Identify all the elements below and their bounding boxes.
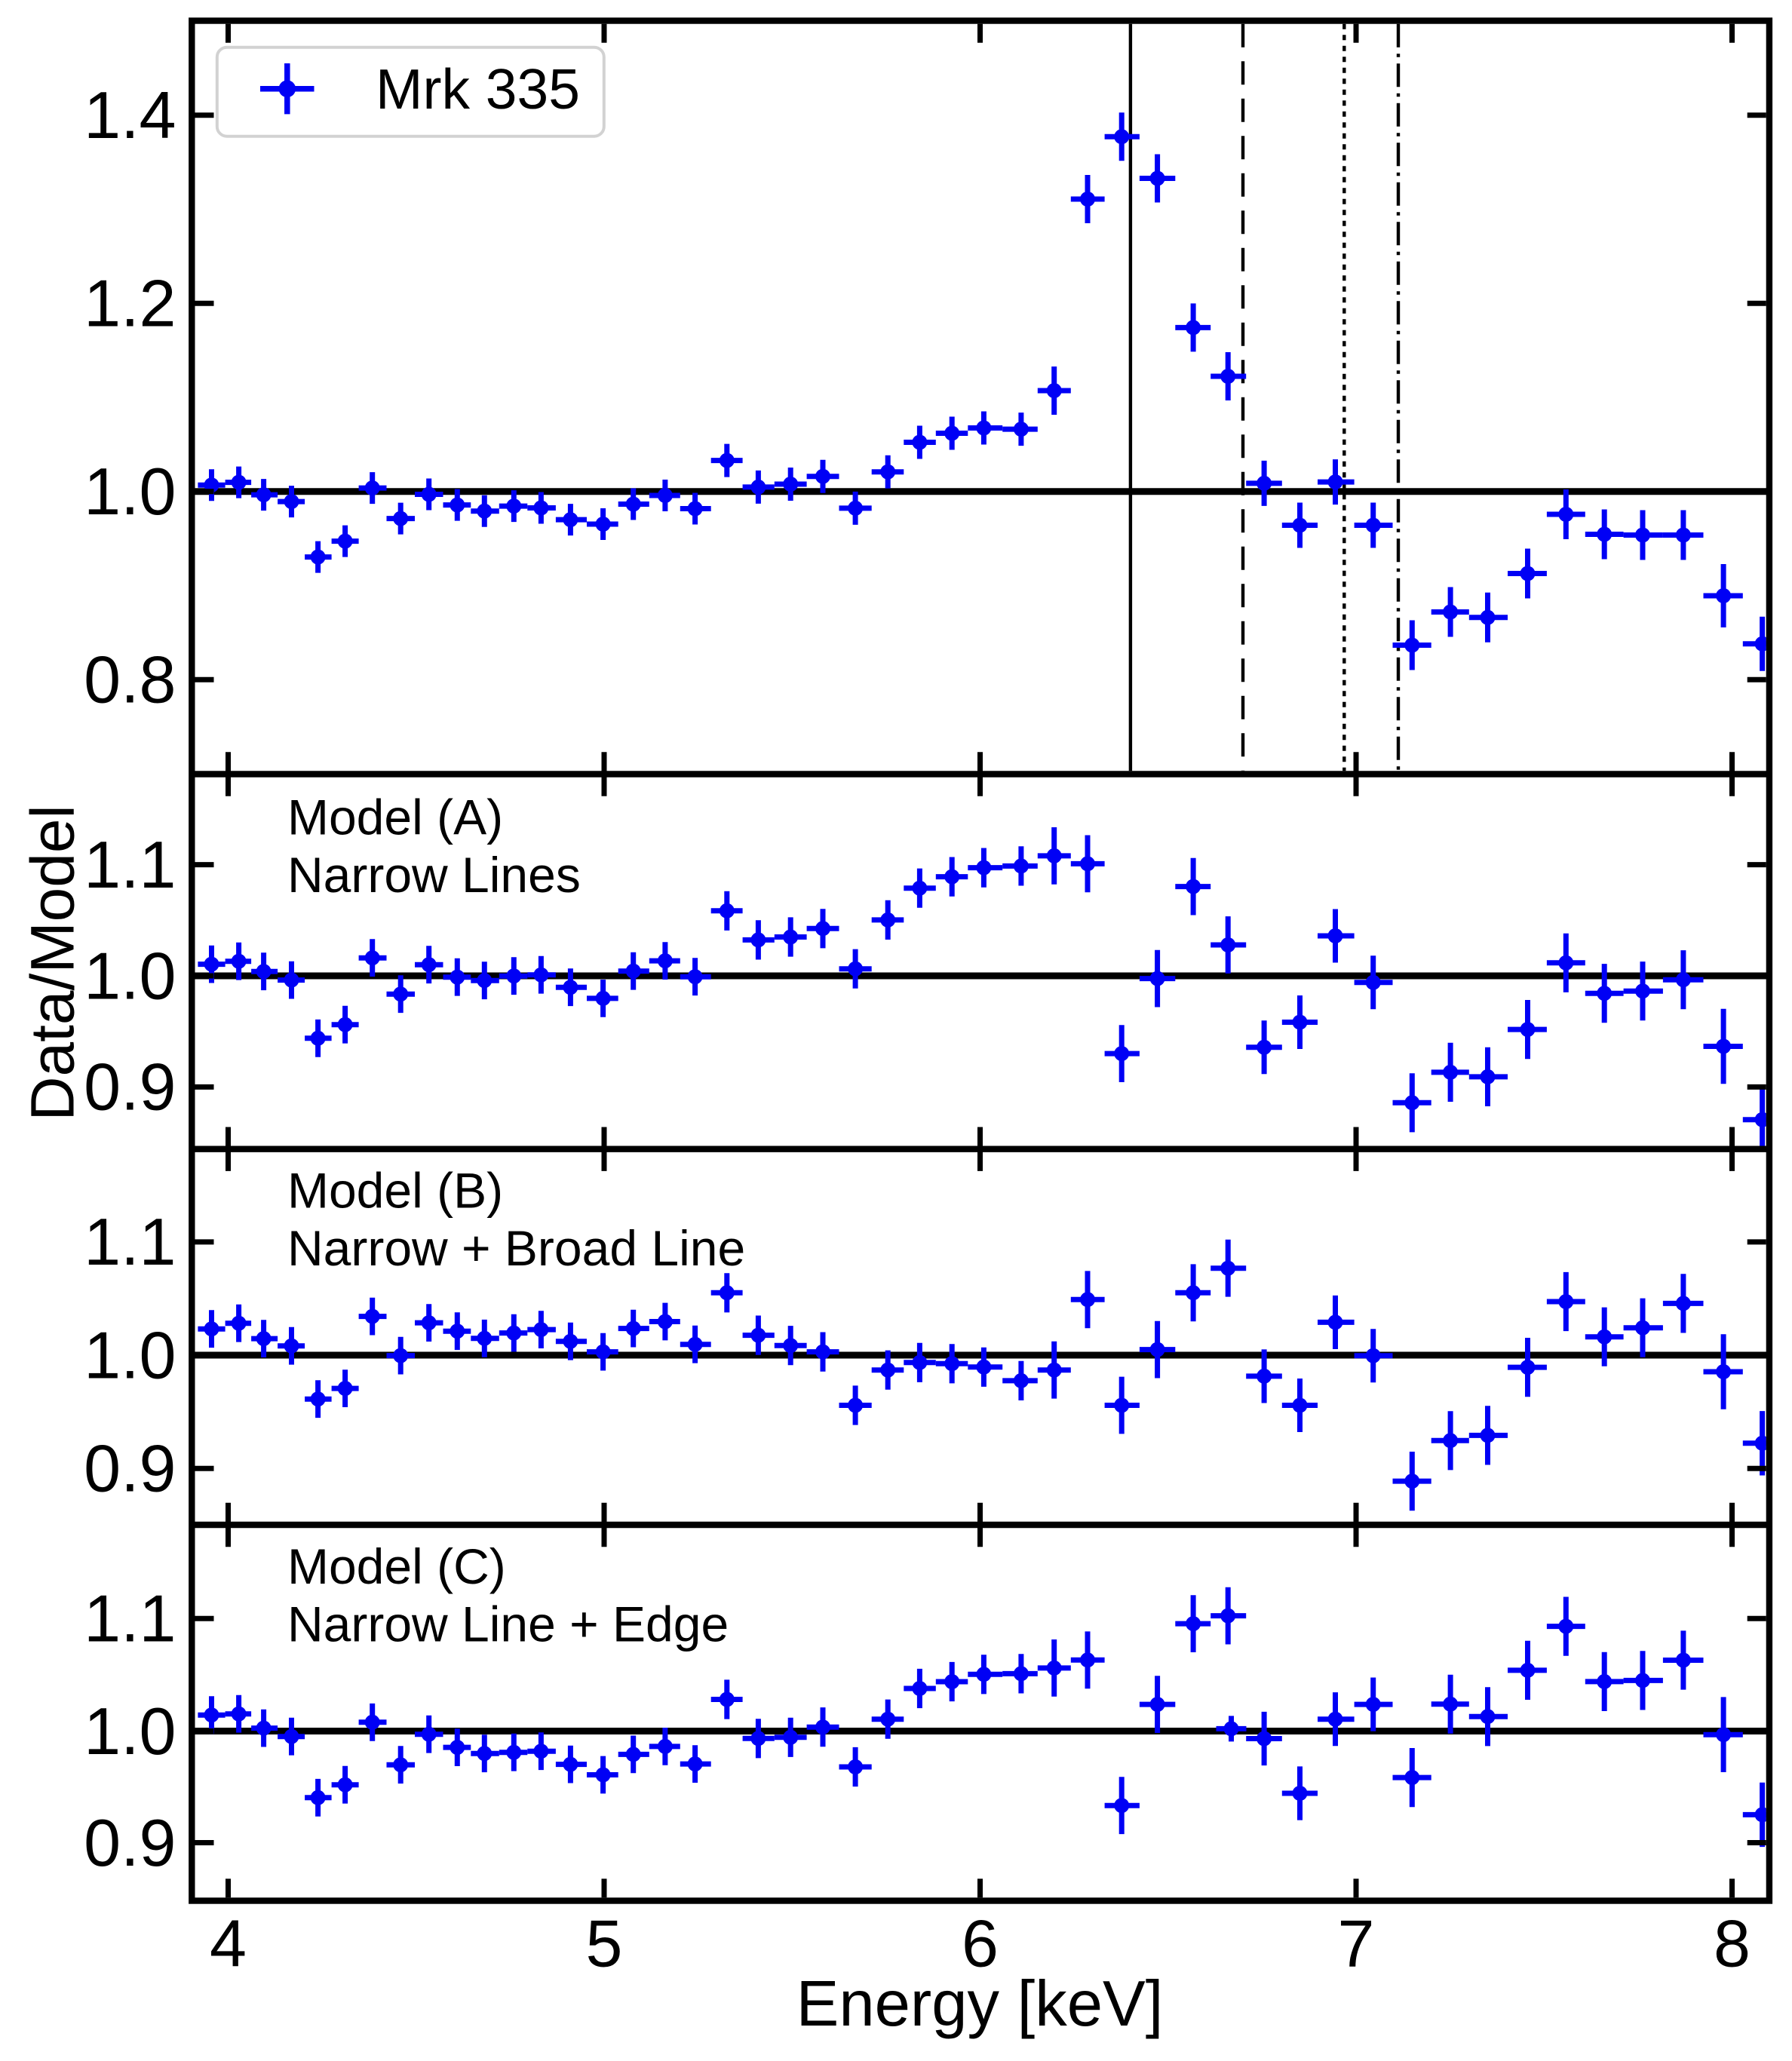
svg-text:1.0: 1.0 (84, 1694, 176, 1768)
svg-text:6: 6 (962, 1906, 999, 1981)
svg-text:Data/Model: Data/Model (19, 805, 87, 1121)
svg-text:1.0: 1.0 (84, 454, 176, 529)
svg-text:Narrow Line + Edge: Narrow Line + Edge (287, 1596, 729, 1652)
svg-text:8: 8 (1714, 1906, 1751, 1981)
svg-text:7: 7 (1338, 1906, 1375, 1981)
svg-text:0.8: 0.8 (84, 643, 176, 717)
svg-text:1.1: 1.1 (84, 1581, 176, 1656)
svg-text:Model (A): Model (A) (287, 790, 503, 845)
svg-text:1.1: 1.1 (84, 827, 176, 902)
svg-text:1.4: 1.4 (84, 78, 176, 152)
svg-text:0.9: 0.9 (84, 1050, 176, 1124)
svg-text:1.0: 1.0 (84, 938, 176, 1013)
svg-text:0.9: 0.9 (84, 1805, 176, 1880)
svg-text:Mrk 335: Mrk 335 (376, 57, 580, 121)
svg-text:4: 4 (210, 1906, 247, 1981)
svg-text:Narrow + Broad Line: Narrow + Broad Line (287, 1220, 745, 1276)
svg-text:Model (B): Model (B) (287, 1163, 503, 1219)
svg-text:1.0: 1.0 (84, 1317, 176, 1392)
svg-text:Narrow Lines: Narrow Lines (287, 847, 581, 903)
svg-text:0.9: 0.9 (84, 1431, 176, 1506)
svg-text:1.2: 1.2 (84, 266, 176, 341)
svg-text:Energy [keV]: Energy [keV] (796, 1968, 1164, 2040)
svg-text:Model (C): Model (C) (287, 1538, 506, 1594)
svg-text:1.1: 1.1 (84, 1204, 176, 1279)
svg-text:5: 5 (586, 1906, 623, 1981)
